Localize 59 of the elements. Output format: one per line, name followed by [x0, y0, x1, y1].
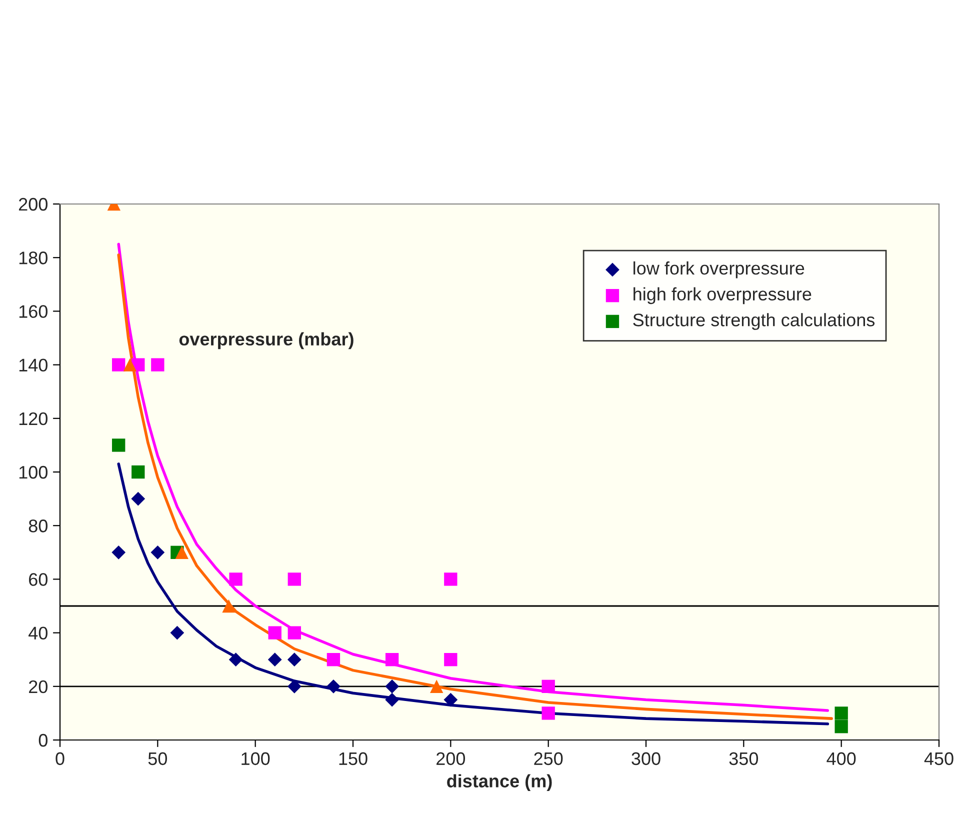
y-tick-label: 60: [29, 573, 48, 586]
y-tick-label: 140: [19, 358, 48, 372]
point: [542, 680, 555, 693]
point: [288, 626, 301, 640]
x-tick-label: 200: [436, 752, 466, 766]
y-tick-label: 20: [29, 680, 48, 694]
line-series: [117, 462, 830, 726]
point: [326, 679, 340, 694]
legend-label: high fork overpressure: [634, 287, 812, 304]
y-tick-label: 0: [38, 734, 48, 747]
y-tick-label: 100: [19, 466, 48, 479]
point: [444, 692, 458, 707]
x-tick-label: 100: [242, 752, 270, 766]
point: [150, 545, 165, 560]
y-tick-label: 180: [19, 252, 48, 264]
point: [444, 653, 458, 666]
point: [385, 692, 400, 707]
point: [222, 599, 236, 613]
point: [326, 653, 340, 666]
point: [112, 438, 126, 452]
point: [123, 358, 137, 372]
point: [834, 706, 848, 720]
point: [834, 720, 848, 734]
x-tick-label: 150: [339, 752, 368, 766]
x-tick-label: 350: [729, 752, 758, 766]
point: [287, 679, 302, 694]
legend-label: low fork overpressure: [634, 261, 804, 278]
point: [385, 653, 399, 666]
point: [170, 626, 184, 640]
point: [151, 358, 164, 372]
point: [268, 626, 282, 640]
point: [287, 652, 302, 667]
x-tick-label: 250: [534, 752, 563, 766]
y-tick-label: 80: [28, 520, 48, 532]
x-tick-label: 0: [56, 752, 64, 766]
point: [131, 492, 146, 506]
point: [228, 652, 243, 667]
point: [229, 572, 242, 586]
point: [288, 572, 301, 586]
y-tick-label: 120: [19, 412, 48, 426]
x-tick-label: 300: [632, 752, 660, 766]
point: [385, 679, 400, 694]
legend-label: Structure strength calculations: [633, 313, 875, 330]
point: [132, 465, 145, 479]
y-tick-label: 40: [28, 626, 48, 640]
x-tick-label: 400: [826, 752, 856, 766]
point: [444, 572, 458, 586]
point: [175, 546, 188, 559]
y-tick-label: 160: [19, 305, 48, 318]
point: [268, 652, 282, 667]
point: [112, 545, 126, 560]
point: [542, 706, 555, 720]
x-tick-label: 50: [148, 752, 168, 766]
point: [112, 358, 126, 372]
y-axis-title: overpressure (mbar): [179, 332, 354, 350]
point: [430, 680, 444, 693]
x-axis-title: distance (m): [447, 774, 552, 792]
x-tick-label: 450: [924, 752, 954, 766]
y-tick-label: 200: [18, 198, 48, 211]
